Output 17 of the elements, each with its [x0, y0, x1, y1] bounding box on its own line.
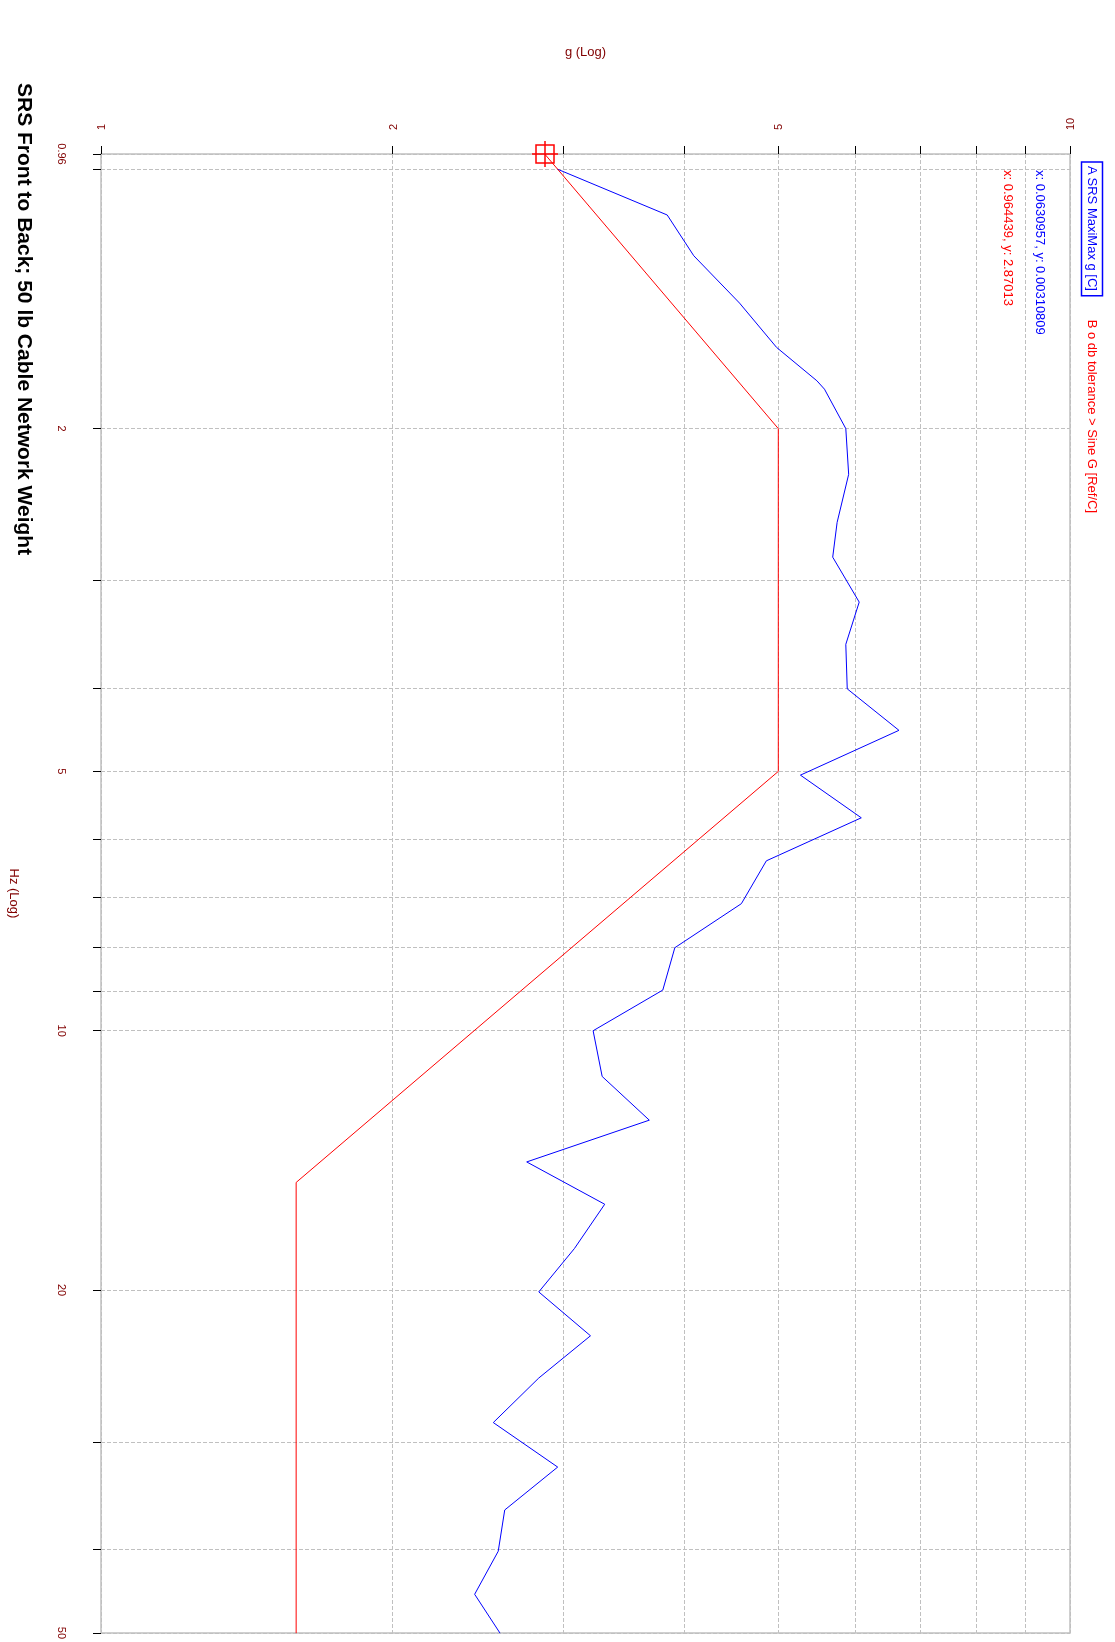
x-axis-title: g (Log) [564, 44, 607, 59]
y-tick-label: 5 [55, 768, 68, 775]
annotation: x: 0.964439, y: 2.87013 [1000, 170, 1016, 306]
x-tick-label: 5 [772, 123, 785, 130]
annotation: x: 0.0630957, y: 0.00310809 [1032, 170, 1048, 335]
y-tick-label: 50 [55, 1626, 68, 1640]
y-tick-label: 10 [55, 1024, 68, 1037]
text: A SRS MaxiMax g [C] [1084, 166, 1100, 291]
y-tick-label: 2 [55, 425, 68, 432]
y-tick-label: 20 [55, 1283, 68, 1297]
x-tick-label: 2 [386, 123, 399, 130]
text: SRS Front to Back; 50 lb Cable Network Weight [13, 83, 37, 556]
y-tick-label: 0.96 [55, 143, 68, 165]
y-axis-title: Hz (Log) [7, 868, 22, 919]
x-tick-label: 1 [95, 123, 107, 130]
x-tick-label: 10 [1064, 117, 1076, 130]
text: B o db tolerance > Sine G [Ref/C] [1084, 319, 1100, 514]
